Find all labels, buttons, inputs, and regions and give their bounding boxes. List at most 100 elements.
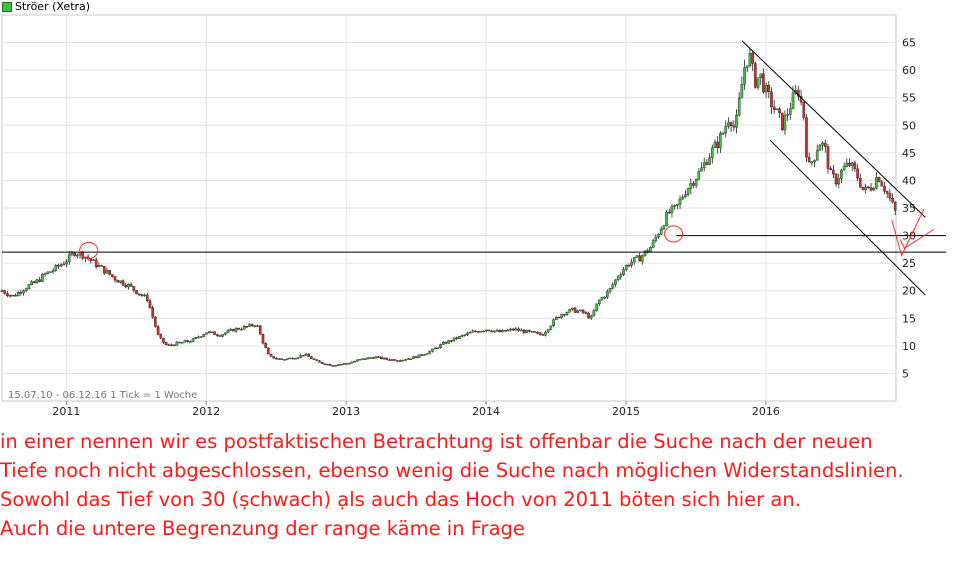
candle-up: [226, 330, 230, 334]
candle-up: [579, 309, 582, 312]
candle-down: [307, 353, 311, 357]
candle-down: [371, 357, 375, 359]
candle-up: [641, 255, 644, 262]
candle-down: [315, 359, 319, 361]
candle-up: [789, 108, 792, 115]
candle-down: [250, 324, 254, 327]
candle-up: [818, 145, 822, 151]
candle-down: [148, 300, 152, 308]
candle-down: [770, 91, 773, 108]
candle-down: [310, 356, 313, 359]
candle-down: [533, 331, 537, 333]
x-tick-label: 2014: [472, 405, 500, 418]
candle-up: [229, 328, 232, 331]
candle-up: [810, 161, 814, 164]
candle-up: [616, 276, 620, 280]
candle-up: [554, 316, 558, 320]
candle-up: [49, 271, 52, 273]
candle-down: [503, 329, 507, 332]
candle-down: [170, 344, 173, 346]
candle-down: [587, 312, 590, 319]
candle-up: [447, 340, 450, 344]
x-tick-label: 2013: [332, 405, 360, 418]
candle-up: [353, 361, 356, 363]
candle-down: [280, 358, 284, 360]
candle-up: [471, 330, 475, 333]
candle-down: [320, 362, 324, 364]
candle-down: [802, 101, 806, 118]
candle-down: [538, 332, 542, 335]
candle-up: [845, 162, 849, 167]
candle-down: [530, 331, 534, 333]
candle-down: [145, 294, 149, 301]
candle-up: [406, 358, 410, 360]
candle-down: [528, 329, 531, 332]
candle-up: [27, 284, 31, 290]
candle-down: [869, 187, 873, 191]
candle-down: [140, 294, 144, 296]
y-tick-label: 10: [902, 340, 916, 353]
candle-up: [460, 335, 464, 337]
candle-up: [864, 186, 867, 190]
comment-line-4: Aꭒch die untere Begrenzung der range käm…: [0, 517, 525, 540]
candle-up: [369, 357, 372, 359]
candle-down: [692, 183, 695, 186]
candle-down: [536, 332, 539, 334]
candle-down: [880, 181, 884, 187]
candle-up: [197, 336, 200, 339]
candle-down: [772, 106, 776, 110]
candle-down: [490, 330, 493, 333]
candle-up: [347, 362, 351, 365]
candle-down: [156, 326, 160, 335]
candle-up: [76, 254, 79, 257]
candle-up: [337, 364, 340, 366]
candle-up: [840, 169, 843, 179]
candle-up: [708, 157, 711, 165]
candle-up: [224, 332, 227, 335]
y-tick-label: 65: [902, 37, 916, 50]
candle-up: [484, 329, 488, 332]
candle-up: [697, 170, 701, 180]
candle-down: [396, 360, 399, 362]
candle-up: [431, 348, 434, 352]
candle-down: [848, 162, 851, 166]
candle-down: [272, 356, 276, 359]
candle-up: [735, 114, 738, 128]
candle-up: [764, 85, 768, 93]
candle-down: [6, 293, 9, 296]
candle-up: [326, 363, 329, 366]
candle-up: [775, 108, 779, 111]
candle-down: [113, 276, 117, 281]
candle-down: [474, 330, 477, 333]
candle-up: [635, 255, 639, 258]
candle-down: [186, 340, 189, 342]
candle-up: [694, 179, 698, 186]
candle-up: [850, 162, 854, 166]
annotation-checkmark: [891, 208, 925, 257]
candle-down: [584, 312, 588, 314]
candle-up: [546, 329, 550, 333]
candle-down: [858, 177, 862, 188]
candle-down: [646, 250, 650, 252]
candle-up: [234, 327, 238, 332]
candle-down: [345, 363, 348, 365]
candle-up: [202, 334, 206, 337]
candle-up: [70, 252, 74, 255]
candle-up: [293, 358, 297, 360]
candle-up: [606, 291, 609, 298]
candle-up: [514, 328, 518, 331]
candle-down: [302, 354, 305, 357]
trend-channel-line: [741, 40, 926, 218]
candle-down: [762, 73, 765, 93]
candle-up: [30, 281, 33, 285]
candle-up: [97, 265, 101, 268]
candle-up: [700, 167, 703, 172]
candle-up: [175, 341, 179, 346]
y-tick-label: 40: [902, 174, 916, 187]
candle-up: [493, 330, 496, 333]
candle-up: [686, 188, 690, 196]
candle-down: [393, 359, 397, 361]
candle-up: [544, 331, 547, 336]
candle-down: [323, 363, 327, 365]
candle-up: [127, 284, 130, 288]
